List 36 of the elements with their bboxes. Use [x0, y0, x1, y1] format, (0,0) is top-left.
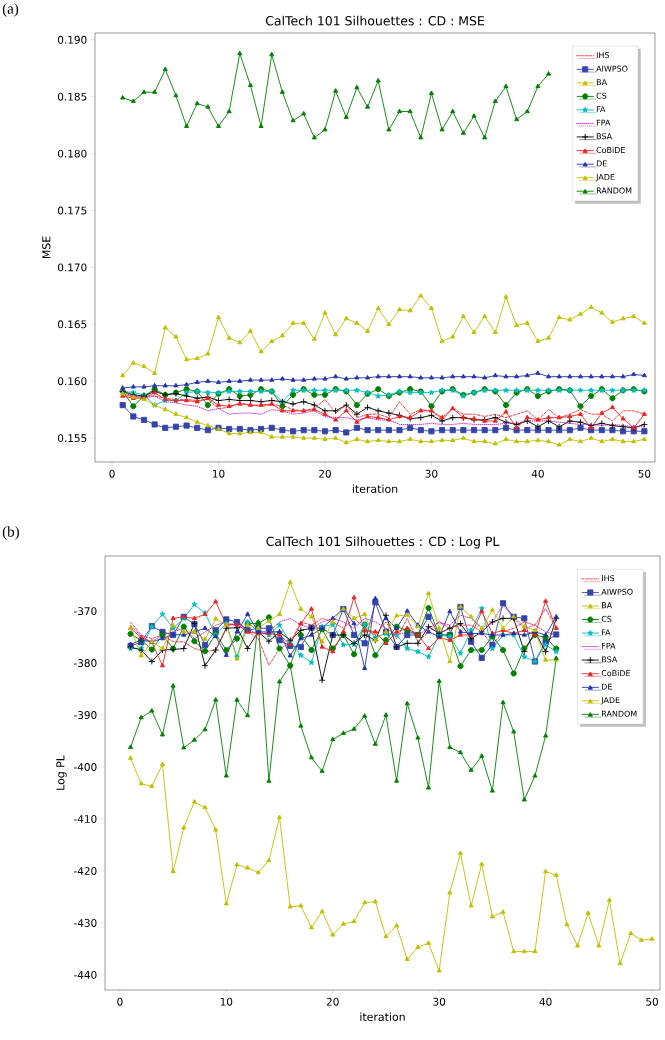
x-tick-label: 30 [433, 997, 446, 1006]
x-tick-label: 0 [117, 997, 123, 1006]
y-tick-label: -400 [74, 763, 97, 771]
x-tick-label: 50 [646, 997, 658, 1006]
y-tick-label: 0.185 [57, 92, 87, 101]
y-tick-label: 0.165 [57, 320, 87, 329]
text: (b) [2, 526, 19, 540]
y-tick-label: 0.170 [57, 263, 87, 272]
y-tick-label: 0.190 [57, 35, 87, 44]
x-tick-label: 10 [212, 469, 225, 478]
x-tick-label: 30 [425, 469, 438, 478]
x-tick-label: 40 [531, 469, 544, 478]
y-tick-label: -420 [74, 867, 97, 875]
y-axis-title: Log PL [56, 755, 67, 790]
chart-title: CalTech 101 Silhouettes : CD : Log PL [266, 536, 500, 549]
x-tick-label: 10 [220, 997, 233, 1006]
y-tick-label: -390 [74, 711, 97, 719]
x-tick-label: 0 [109, 469, 115, 478]
y-tick-label: -440 [74, 970, 97, 979]
x-axis-title: iteration [360, 1012, 405, 1022]
text: (a) [2, 3, 19, 17]
x-tick-label: 40 [539, 997, 552, 1006]
x-tick-label: 20 [319, 469, 331, 478]
y-axis-title: MSE [42, 236, 51, 259]
chart-title: CalTech 101 Silhouettes : CD : MSE [265, 15, 484, 26]
y-tick-label: -370 [74, 607, 97, 616]
y-tick-label: -410 [74, 815, 97, 823]
y-tick-label: 0.155 [57, 434, 87, 443]
y-tick-label: 0.175 [57, 206, 87, 215]
x-tick-label: 20 [326, 997, 339, 1006]
y-tick-label: -430 [74, 918, 97, 927]
x-axis-title: iteration [352, 484, 398, 493]
x-tick-label: 50 [638, 469, 651, 478]
y-tick-label: 0.180 [57, 149, 87, 158]
y-tick-label: -380 [74, 659, 97, 668]
y-tick-label: 0.160 [57, 377, 87, 386]
